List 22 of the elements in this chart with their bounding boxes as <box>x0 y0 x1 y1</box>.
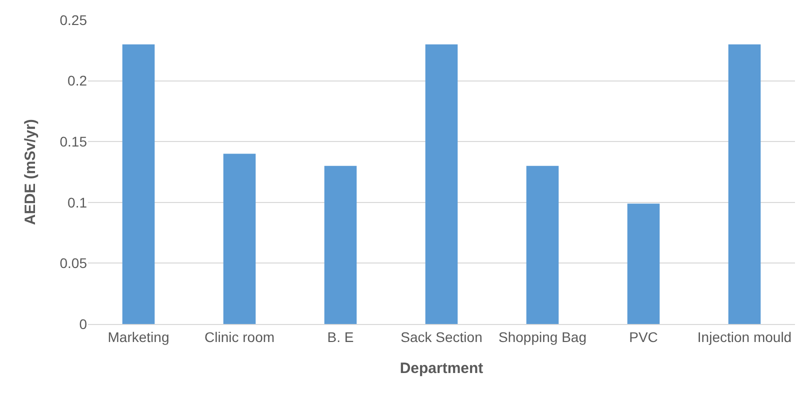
y-tick-label: 0.2 <box>68 72 88 89</box>
y-tick-label: 0.15 <box>60 134 88 150</box>
x-tick-label: PVC <box>629 328 658 345</box>
x-axis-title: Department <box>400 360 484 377</box>
bar <box>627 204 660 324</box>
bar <box>223 154 256 324</box>
bar <box>425 44 458 324</box>
x-tick-label: Shopping Bag <box>498 328 586 345</box>
x-tick-label: Marketing <box>108 328 170 345</box>
x-tick-label: B. E <box>327 328 354 345</box>
y-axis-title: AEDE (mSv/yr) <box>22 119 39 225</box>
y-tick-label: 0.05 <box>60 255 88 272</box>
y-tick-label: 0.1 <box>68 194 88 210</box>
bar <box>526 166 559 324</box>
x-tick-label: Sack Section <box>400 328 482 345</box>
bar <box>728 44 761 324</box>
bar <box>122 44 155 324</box>
y-tick-label: 0 <box>79 316 88 332</box>
x-tick-label: Injection mould <box>697 328 792 345</box>
y-tick-label: 0.25 <box>60 12 88 28</box>
x-tick-label: Clinic room <box>204 328 275 345</box>
bar <box>324 166 357 324</box>
